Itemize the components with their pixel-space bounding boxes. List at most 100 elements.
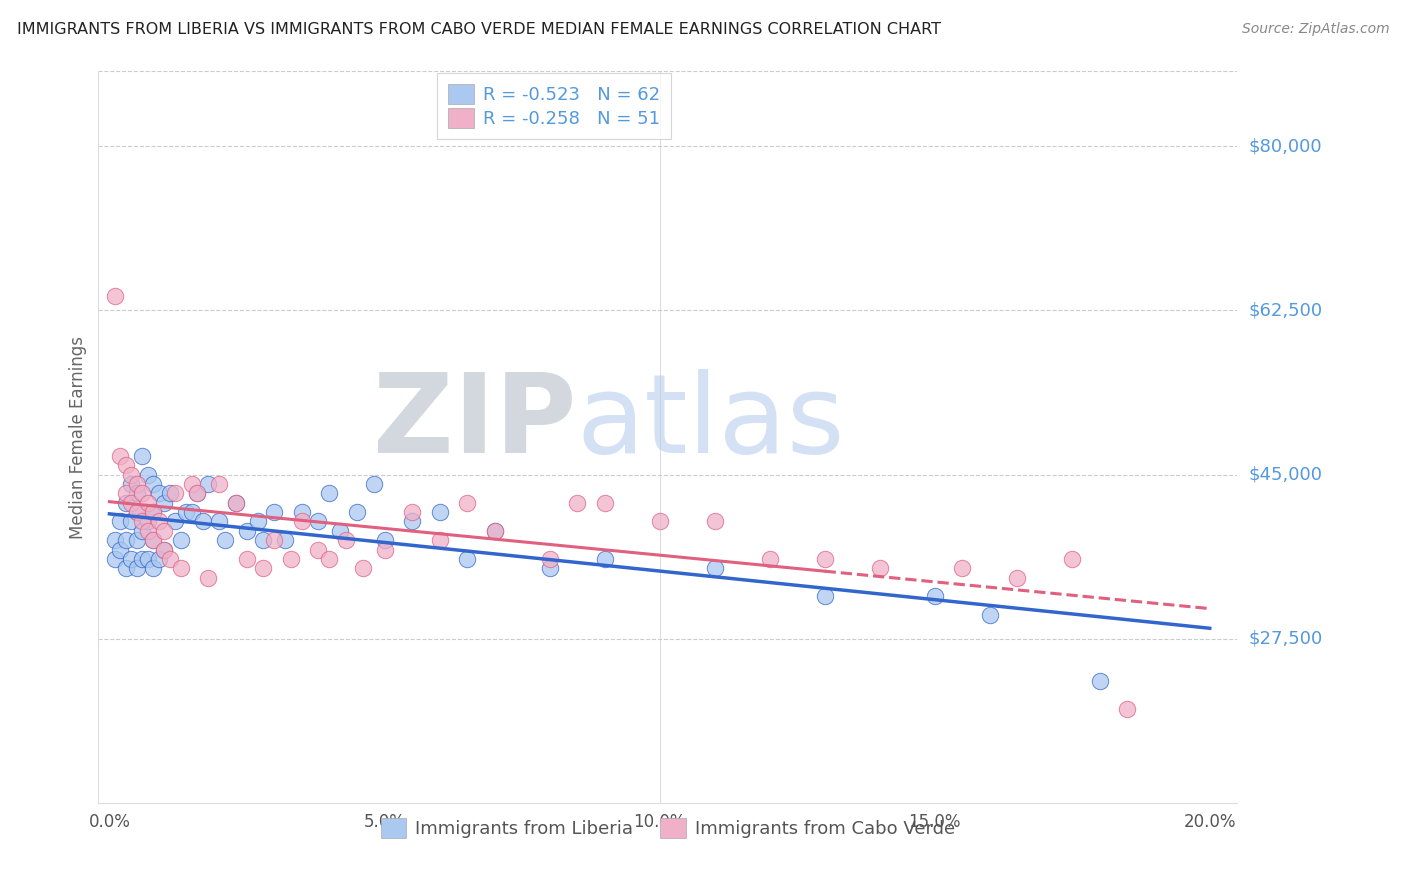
Point: [136, 524, 159, 538]
Point: [120, 467, 142, 482]
Point: [110, 449, 132, 463]
Point: [125, 505, 148, 519]
Point: [136, 467, 159, 482]
Text: atlas: atlas: [576, 369, 845, 476]
Point: [593, 552, 616, 566]
Point: [373, 533, 395, 548]
Point: [236, 552, 259, 566]
Point: [125, 505, 148, 519]
Point: [142, 533, 165, 548]
Point: [335, 533, 357, 548]
Point: [703, 561, 725, 575]
Point: [170, 533, 193, 548]
Point: [142, 477, 165, 491]
Point: [125, 533, 148, 548]
Point: [186, 486, 208, 500]
Point: [318, 552, 340, 566]
Point: [308, 542, 330, 557]
Point: [401, 505, 423, 519]
Point: [115, 458, 138, 473]
Point: [125, 486, 148, 500]
Point: [153, 542, 176, 557]
Point: [924, 590, 946, 604]
Point: [263, 533, 285, 548]
Point: [191, 515, 214, 529]
Point: [136, 496, 159, 510]
Text: $80,000: $80,000: [1249, 137, 1322, 155]
Point: [131, 515, 153, 529]
Point: [120, 496, 142, 510]
Point: [429, 533, 451, 548]
Point: [170, 561, 193, 575]
Point: [346, 505, 368, 519]
Point: [208, 515, 231, 529]
Point: [363, 477, 385, 491]
Point: [263, 505, 285, 519]
Point: [136, 552, 159, 566]
Point: [538, 561, 561, 575]
Point: [120, 515, 142, 529]
Point: [456, 552, 478, 566]
Point: [401, 515, 423, 529]
Point: [153, 524, 176, 538]
Point: [593, 496, 616, 510]
Point: [142, 505, 165, 519]
Point: [352, 561, 374, 575]
Point: [110, 542, 132, 557]
Point: [1116, 702, 1139, 716]
Point: [165, 486, 187, 500]
Point: [153, 542, 176, 557]
Point: [373, 542, 395, 557]
Point: [429, 505, 451, 519]
Point: [110, 515, 132, 529]
Point: [308, 515, 330, 529]
Point: [236, 524, 259, 538]
Point: [1088, 673, 1111, 688]
Text: $27,500: $27,500: [1249, 630, 1323, 648]
Point: [814, 590, 837, 604]
Point: [197, 571, 219, 585]
Point: [159, 486, 181, 500]
Point: [115, 533, 138, 548]
Point: [104, 533, 127, 548]
Point: [291, 515, 314, 529]
Point: [208, 477, 231, 491]
Point: [252, 533, 274, 548]
Point: [186, 486, 208, 500]
Point: [131, 552, 153, 566]
Point: [176, 505, 198, 519]
Point: [484, 524, 506, 538]
Point: [148, 486, 170, 500]
Point: [214, 533, 236, 548]
Point: [142, 533, 165, 548]
Point: [181, 477, 204, 491]
Point: [104, 552, 127, 566]
Point: [125, 477, 148, 491]
Point: [979, 608, 1001, 623]
Point: [159, 552, 181, 566]
Point: [181, 505, 204, 519]
Point: [1005, 571, 1028, 585]
Point: [142, 561, 165, 575]
Point: [131, 486, 153, 500]
Text: $45,000: $45,000: [1249, 466, 1323, 483]
Point: [252, 561, 274, 575]
Text: $62,500: $62,500: [1249, 301, 1323, 319]
Point: [131, 449, 153, 463]
Point: [758, 552, 780, 566]
Point: [869, 561, 891, 575]
Point: [246, 515, 269, 529]
Point: [1062, 552, 1084, 566]
Point: [104, 289, 127, 303]
Point: [318, 486, 340, 500]
Point: [538, 552, 561, 566]
Point: [136, 515, 159, 529]
Point: [120, 477, 142, 491]
Text: Source: ZipAtlas.com: Source: ZipAtlas.com: [1241, 22, 1389, 37]
Point: [565, 496, 588, 510]
Point: [648, 515, 671, 529]
Point: [291, 505, 314, 519]
Point: [131, 524, 153, 538]
Point: [148, 552, 170, 566]
Point: [329, 524, 352, 538]
